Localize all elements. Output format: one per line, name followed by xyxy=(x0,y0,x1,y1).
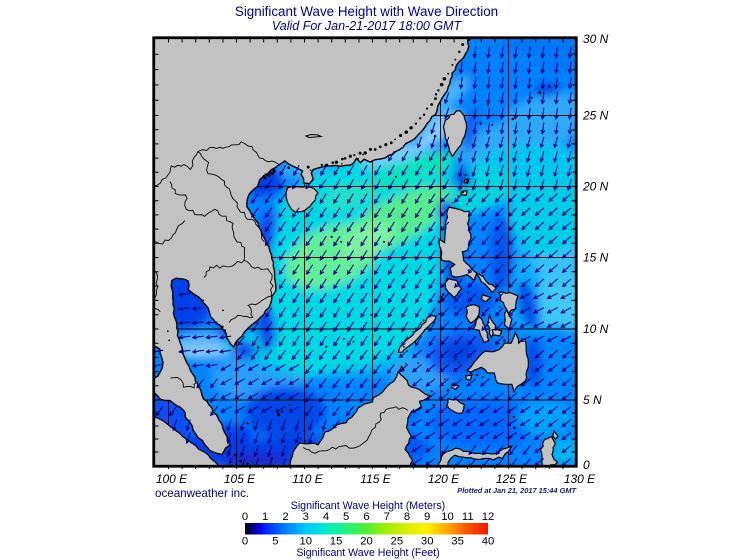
svg-text:5 N: 5 N xyxy=(583,393,602,407)
svg-text:130 E: 130 E xyxy=(564,472,596,486)
svg-text:100 E: 100 E xyxy=(156,472,188,486)
svg-text:120 E: 120 E xyxy=(428,472,460,486)
svg-text:25: 25 xyxy=(391,536,404,548)
svg-text:115 E: 115 E xyxy=(360,472,391,486)
svg-text:15: 15 xyxy=(330,536,343,548)
svg-text:110 E: 110 E xyxy=(292,472,323,486)
svg-text:10 N: 10 N xyxy=(583,322,609,336)
svg-text:Significant Wave Height (Meter: Significant Wave Height (Meters) xyxy=(291,500,445,512)
svg-text:10: 10 xyxy=(441,511,454,523)
svg-text:10: 10 xyxy=(300,536,313,548)
svg-text:11: 11 xyxy=(462,511,474,523)
svg-text:20: 20 xyxy=(360,536,373,548)
svg-text:25 N: 25 N xyxy=(582,109,609,123)
svg-text:Valid For Jan-21-2017 18:00 GM: Valid For Jan-21-2017 18:00 GMT xyxy=(272,19,463,33)
svg-text:6: 6 xyxy=(363,511,369,523)
svg-text:9: 9 xyxy=(424,511,430,523)
svg-text:12: 12 xyxy=(482,511,495,523)
svg-text:2: 2 xyxy=(282,511,288,523)
svg-text:Plotted at Jan 21, 2017 15:44: Plotted at Jan 21, 2017 15:44 GMT xyxy=(457,486,577,495)
svg-text:30 N: 30 N xyxy=(583,32,609,46)
svg-text:30: 30 xyxy=(421,536,434,548)
svg-text:35: 35 xyxy=(451,536,464,548)
svg-text:1: 1 xyxy=(262,511,268,523)
svg-text:oceanweather inc.: oceanweather inc. xyxy=(155,487,249,500)
svg-text:105 E: 105 E xyxy=(224,472,256,486)
svg-text:5: 5 xyxy=(272,536,278,548)
svg-text:5: 5 xyxy=(343,511,349,523)
svg-text:0: 0 xyxy=(242,511,248,523)
svg-text:4: 4 xyxy=(323,511,329,523)
svg-text:Significant Wave Height (Feet): Significant Wave Height (Feet) xyxy=(296,547,439,559)
svg-text:7: 7 xyxy=(384,511,390,523)
svg-text:Significant Wave Height with W: Significant Wave Height with Wave Direct… xyxy=(235,4,498,19)
svg-text:40: 40 xyxy=(482,536,495,548)
svg-text:0: 0 xyxy=(242,536,248,548)
svg-text:15 N: 15 N xyxy=(583,251,609,265)
svg-text:125 E: 125 E xyxy=(496,472,528,486)
svg-text:3: 3 xyxy=(303,511,309,523)
svg-text:0: 0 xyxy=(583,458,590,472)
svg-text:8: 8 xyxy=(404,511,410,523)
svg-text:20 N: 20 N xyxy=(582,180,609,194)
